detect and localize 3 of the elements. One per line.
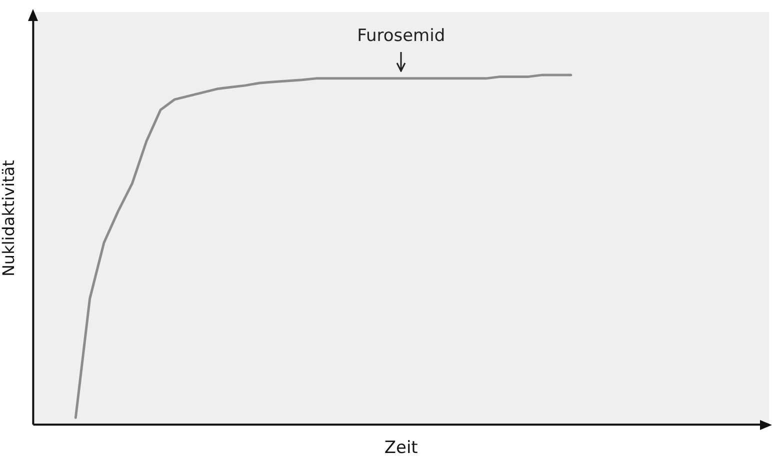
x-axis-title: Zeit: [384, 438, 418, 458]
y-axis-title: Nuklidaktivität: [0, 160, 18, 277]
text: Furosemid: [357, 26, 446, 46]
